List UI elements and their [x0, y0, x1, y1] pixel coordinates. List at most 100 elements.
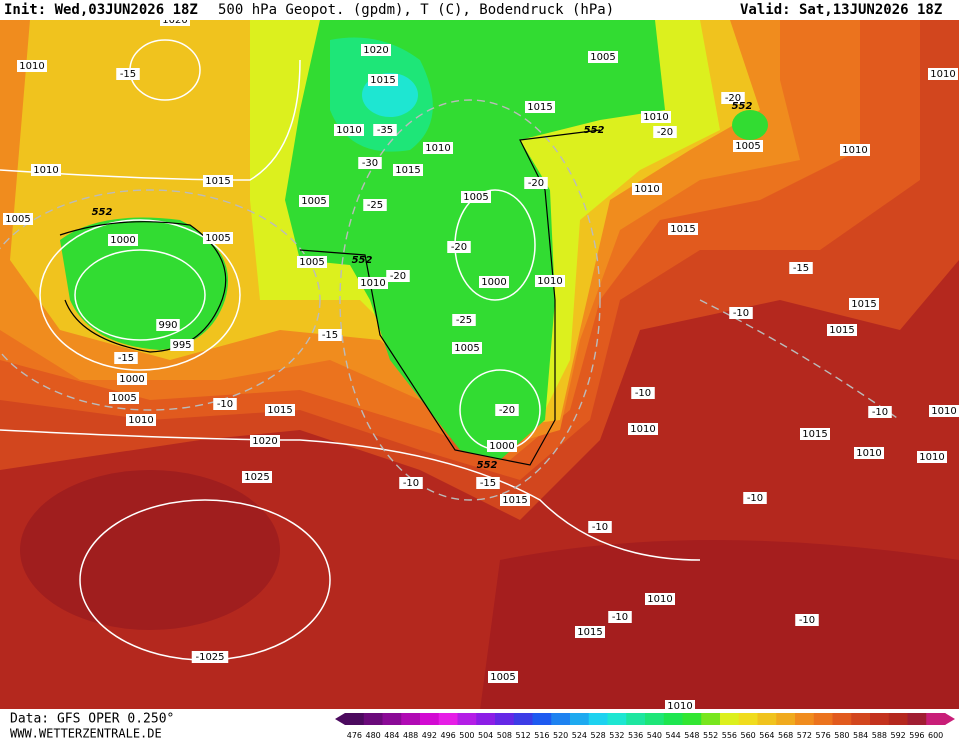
map-label: -15	[118, 353, 134, 364]
map-label: 1010	[634, 184, 659, 195]
label-box	[854, 447, 884, 459]
colorbar: 476 480 484 488 492 496 500 504 508 512 516 520 524 5…	[335, 713, 955, 740]
label-box	[524, 177, 548, 189]
colorbar-label: 540	[647, 731, 662, 740]
website: WWW.WETTERZENTRALE.DE	[10, 727, 162, 741]
map-label: 1010	[856, 448, 881, 459]
map-label: 1010	[919, 452, 944, 463]
geopotential-label: 552	[732, 101, 753, 112]
region-green-small	[732, 110, 768, 140]
map-label: -15	[322, 330, 338, 341]
label-box	[868, 406, 892, 418]
map-label: 1020	[363, 45, 388, 56]
colorbar-swatch	[626, 713, 646, 725]
map-label: 1005	[490, 672, 515, 683]
label-box	[789, 262, 813, 274]
isobar	[0, 59, 301, 181]
colorbar-swatch	[832, 713, 852, 725]
colorbar-label: 576	[815, 731, 830, 740]
label-box	[452, 314, 476, 326]
label-box	[126, 414, 156, 426]
region-green-low	[60, 217, 228, 350]
map-label: 1010	[425, 143, 450, 154]
map-label: -20	[499, 405, 515, 416]
map-label: 1005	[454, 343, 479, 354]
colorbar-swatch	[701, 713, 721, 725]
colorbar-label: 552	[703, 731, 718, 740]
label-box	[800, 428, 830, 440]
colorbar-swatch	[495, 713, 515, 725]
label-box	[535, 275, 565, 287]
label-box	[213, 398, 237, 410]
colorbar-swatch	[888, 713, 908, 725]
colorbar-swatch	[457, 713, 477, 725]
label-box	[368, 74, 398, 86]
map-label: -10	[217, 399, 233, 410]
contour-552	[299, 129, 601, 466]
label-box	[3, 213, 33, 225]
map-label: -25	[456, 315, 472, 326]
colorbar-swatch	[738, 713, 758, 725]
colorbar-arrow-right	[945, 713, 955, 725]
map-label: -10	[799, 615, 815, 626]
label-box	[827, 324, 857, 336]
label-box	[242, 471, 272, 483]
init-time: Init: Wed,03JUN2026 18Z	[4, 2, 198, 18]
colorbar-swatch	[551, 713, 571, 725]
label-box	[495, 404, 519, 416]
colorbar-label: 508	[497, 731, 512, 740]
map-label: 1000	[481, 277, 506, 288]
map-label: 1015	[670, 224, 695, 235]
map-label: 1015	[851, 299, 876, 310]
colorbar-label: 524	[572, 731, 587, 740]
colorbar-label: 592	[890, 731, 905, 740]
colorbar-label: 536	[628, 731, 643, 740]
contour-552	[59, 221, 227, 353]
map-label: 1010	[336, 125, 361, 136]
colorbar-swatch	[682, 713, 702, 725]
map-label: 1000	[110, 235, 135, 246]
label-box	[108, 234, 138, 246]
map-title: 500 hPa Geopot. (gpdm), T (C), Bodendruc…	[218, 2, 614, 18]
map-label: -10	[733, 308, 749, 319]
map-label: 1015	[502, 495, 527, 506]
map-label: -20	[725, 93, 741, 104]
map-label: 1005	[5, 214, 30, 225]
colorbar-label: 480	[365, 731, 380, 740]
label-box	[668, 223, 698, 235]
label-box	[399, 477, 423, 489]
map-label: 1015	[527, 102, 552, 113]
temperature-contour	[0, 189, 321, 411]
colorbar-swatch	[513, 713, 533, 725]
colorbar-label: 564	[759, 731, 774, 740]
label-box	[632, 183, 662, 195]
colorbar-label: 568	[778, 731, 793, 740]
map-label: 1005	[299, 257, 324, 268]
label-box	[31, 164, 61, 176]
map-label: -20	[657, 127, 673, 138]
colorbar-label: 476	[347, 731, 362, 740]
label-box	[203, 175, 233, 187]
label-box	[363, 199, 387, 211]
map-label: -10	[747, 493, 763, 504]
map-label: 1010	[33, 165, 58, 176]
colorbar-swatch	[757, 713, 777, 725]
colorbar-label: 528	[590, 731, 605, 740]
colorbar-swatch	[851, 713, 871, 725]
colorbar-label: 572	[797, 731, 812, 740]
map-label: -35	[377, 125, 393, 136]
map-label: 1010	[647, 594, 672, 605]
map-label: -20	[451, 242, 467, 253]
map-label: 1000	[489, 441, 514, 452]
label-box	[116, 68, 140, 80]
geopotential-label: 552	[584, 125, 605, 136]
colorbar-swatch	[663, 713, 683, 725]
colorbar-swatch	[438, 713, 458, 725]
region-dark-core	[20, 470, 280, 630]
map-label: 1015	[267, 405, 292, 416]
colorbar-label: 600	[928, 731, 943, 740]
label-box	[721, 92, 745, 104]
label-box	[928, 68, 958, 80]
label-box	[358, 157, 382, 169]
